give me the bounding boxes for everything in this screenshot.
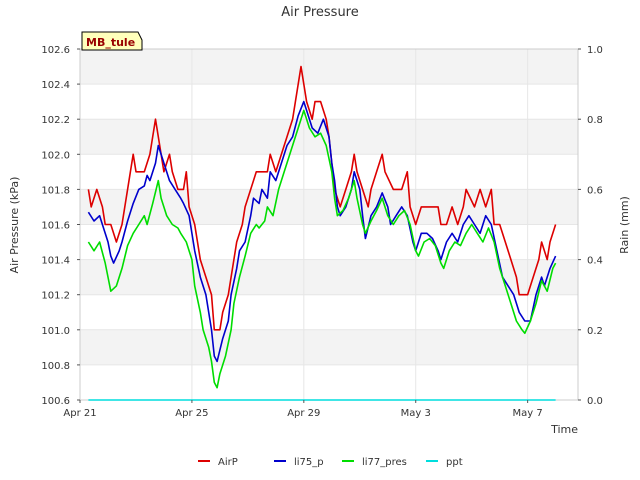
legend-label: ppt: [446, 457, 463, 468]
left-tick-label: 101.6: [41, 221, 70, 232]
legend-label: li77_pres: [362, 457, 407, 468]
station-label: MB_tule: [86, 36, 135, 49]
background-band: [80, 259, 578, 295]
left-axis-ticks: 100.6 100.8 101.0 101.2 101.4 101.6 101.8 102.0…: [41, 45, 80, 407]
chart-title: Air Pressure: [281, 5, 359, 20]
x-axis-ticks: Apr 21 Apr 25 Apr 29 May 3 May 7: [63, 400, 543, 419]
legend: AirP li75_p li77_pres ppt: [198, 457, 463, 468]
series-line-airp: [87, 65, 557, 331]
left-tick-label: 100.8: [41, 361, 70, 372]
x-tick-label: Apr 25: [175, 408, 208, 419]
background-bands: [80, 49, 578, 400]
x-tick-label: May 7: [513, 408, 543, 419]
y-axis-right-label: Rain (mm): [618, 196, 631, 254]
left-tick-label: 100.6: [41, 396, 70, 407]
right-tick-label: 0.0: [587, 396, 603, 407]
x-tick-label: May 3: [401, 408, 431, 419]
left-tick-label: 102.0: [41, 150, 70, 161]
series-line-li75-p: [87, 100, 557, 363]
left-tick-label: 101.4: [41, 256, 70, 267]
background-band: [80, 84, 578, 120]
background-band: [80, 294, 578, 330]
right-axis-ticks: 0.0 0.2 0.4 0.6 0.8 1.0: [578, 45, 603, 407]
right-tick-label: 0.8: [587, 115, 603, 126]
legend-label: li75_p: [294, 457, 324, 468]
series-line-li77-pres: [87, 109, 557, 389]
left-tick-label: 102.6: [41, 45, 70, 56]
left-tick-label: 101.2: [41, 291, 70, 302]
x-tick-label: Apr 29: [287, 408, 320, 419]
y-axis-left-label: Air Pressure (kPa): [8, 177, 21, 274]
right-tick-label: 1.0: [587, 45, 603, 56]
left-tick-label: 102.4: [41, 80, 70, 91]
background-band: [80, 329, 578, 365]
x-tick-label: Apr 21: [63, 408, 96, 419]
station-label-box: MB_tule: [81, 31, 143, 51]
right-tick-label: 0.2: [587, 326, 603, 337]
left-tick-label: 101.0: [41, 326, 70, 337]
background-band: [80, 364, 578, 400]
left-tick-label: 101.8: [41, 185, 70, 196]
series-lines: [87, 65, 557, 401]
legend-label: AirP: [218, 457, 238, 468]
left-tick-label: 102.2: [41, 115, 70, 126]
background-band: [80, 189, 578, 225]
background-band: [80, 224, 578, 260]
background-band: [80, 49, 578, 85]
right-tick-label: 0.4: [587, 256, 603, 267]
x-axis-label: Time: [550, 423, 578, 436]
right-tick-label: 0.6: [587, 185, 603, 196]
